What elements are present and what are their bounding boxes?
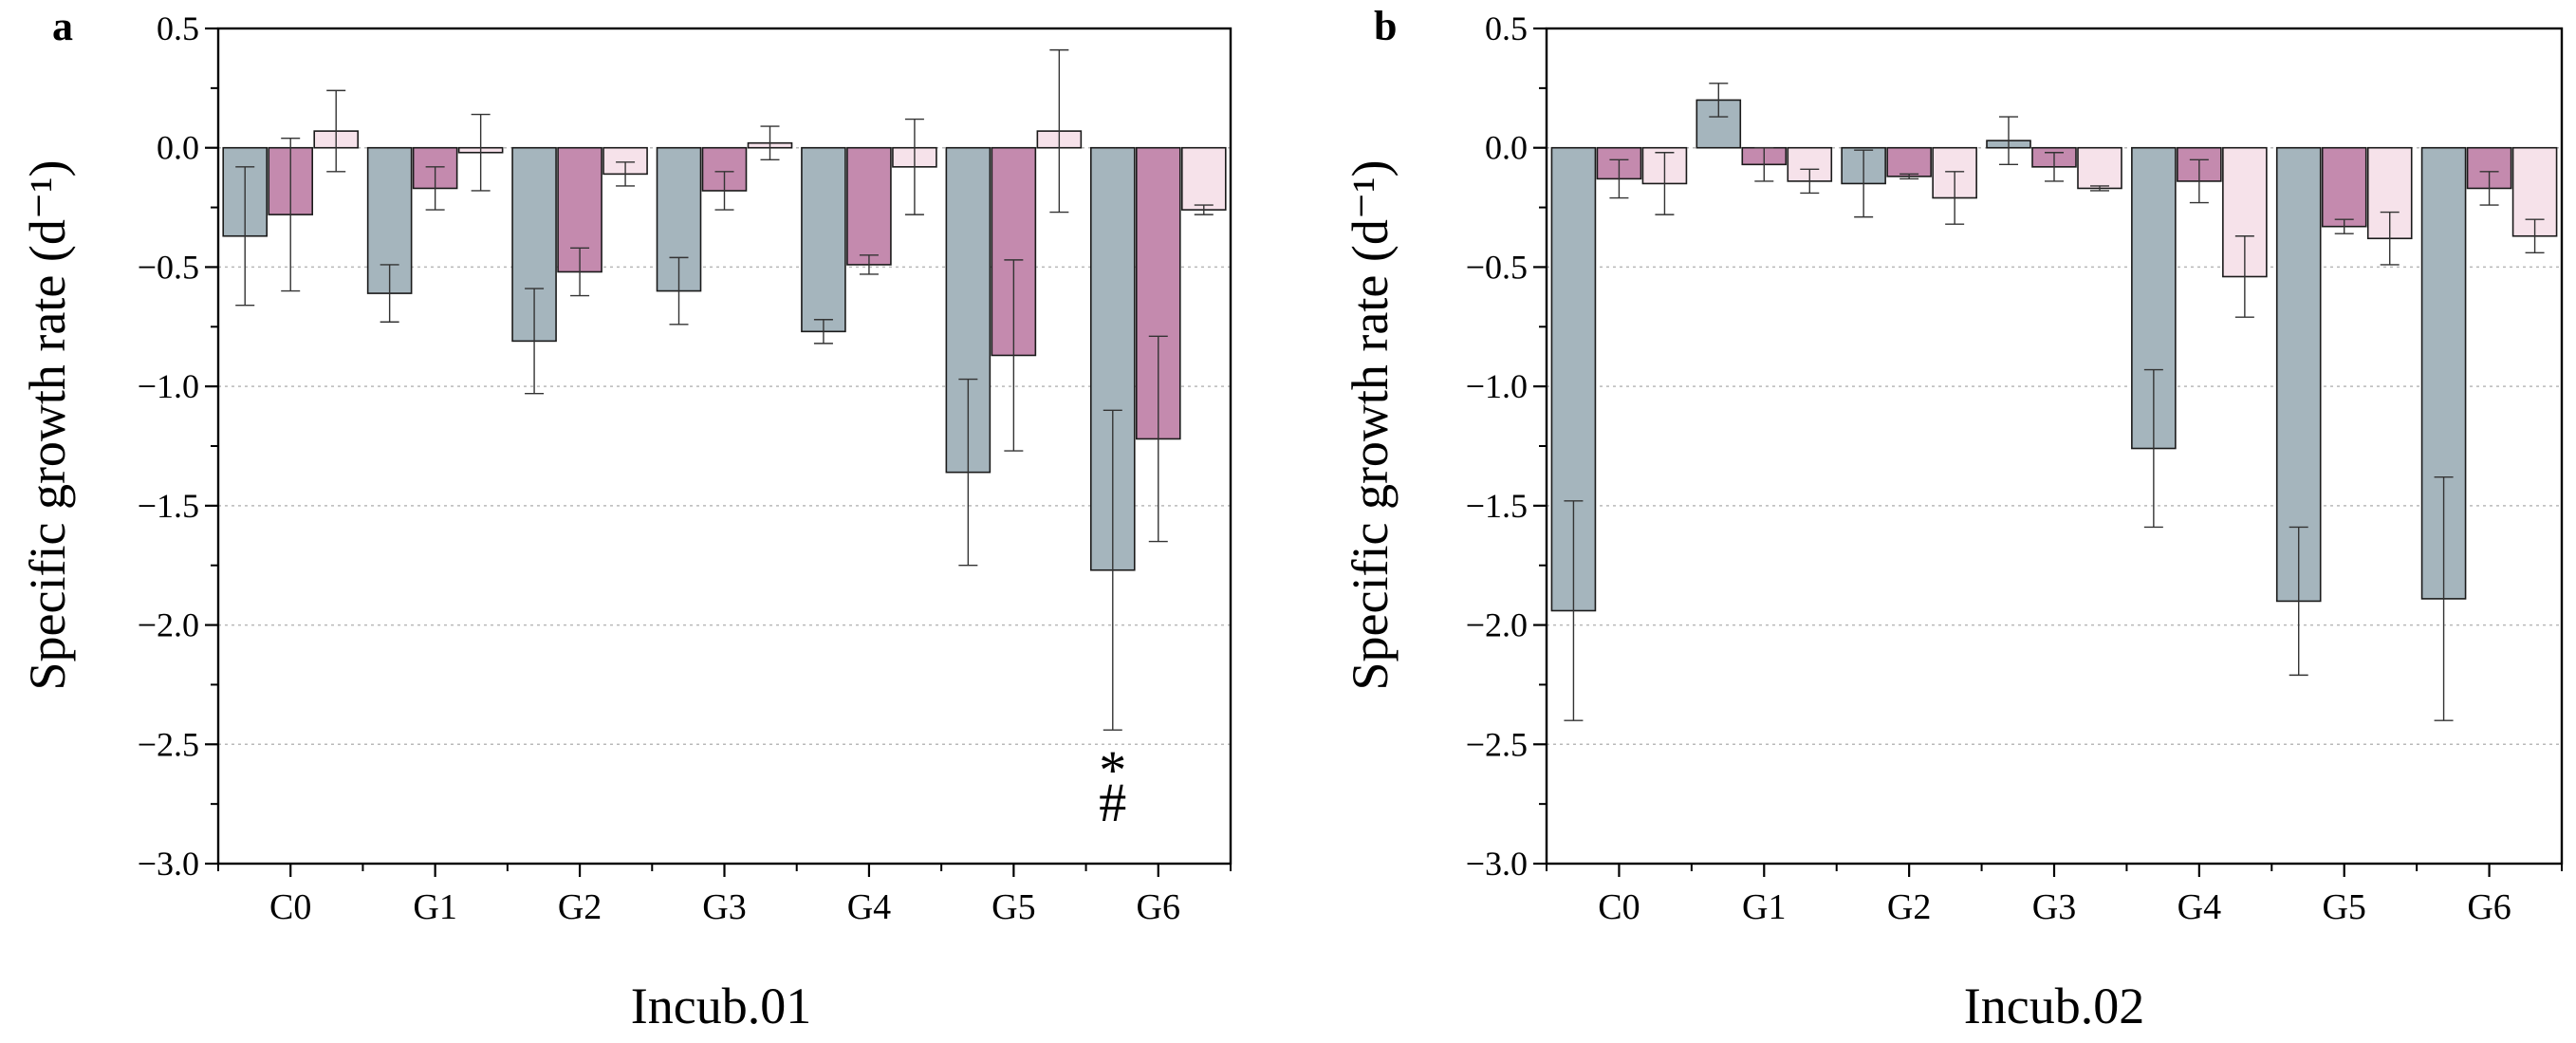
- y-axis-label-b: Specific growth rate (d⁻¹): [1342, 160, 1399, 691]
- panel-letter-a: a: [52, 3, 73, 49]
- x-tick-label-g4: G4: [847, 887, 891, 927]
- x-tick-label-g6: G6: [2467, 887, 2511, 927]
- x-tick-label-g4: G4: [2178, 887, 2221, 927]
- y-tick-label: −3.0: [1466, 845, 1528, 883]
- plot-area-b: 0.5 0.0 −0.5 −1.0 −1.5 −2.0 −2.5 −3.0 C0 G1 G2 G3 G4…: [1466, 9, 2564, 927]
- y-tick-label: −1.5: [138, 487, 199, 525]
- y-tick-label: −2.5: [138, 725, 199, 763]
- bar-s2-g4: [846, 146, 892, 266]
- x-tick-label-c0: C0: [269, 887, 311, 927]
- x-tick-label-g3: G3: [702, 887, 746, 927]
- plot-area-a: 0.5 0.0 −0.5 −1.0 −1.5 −2.0 −2.5 −3.0 C0 G1 G2 G3 G4…: [138, 9, 1232, 927]
- y-tick-label: 0.0: [1485, 129, 1528, 167]
- y-tick-label: −0.5: [138, 248, 199, 286]
- x-tick-label-c0: C0: [1598, 887, 1640, 927]
- x-tick-label-g6: G6: [1137, 887, 1180, 927]
- x-axis-title-a: Incub.01: [631, 978, 811, 1034]
- bar-s3-g6: [1180, 146, 1227, 211]
- x-tick-label-g2: G2: [558, 887, 602, 927]
- y-tick-label: −1.0: [1466, 367, 1528, 405]
- y-tick-label: 0.5: [157, 9, 199, 47]
- y-axis-label-a: Specific growth rate (d⁻¹): [19, 160, 76, 691]
- bar-s2-g2: [1886, 146, 1932, 177]
- y-tick-label: −3.0: [138, 845, 199, 883]
- y-tick-label: −2.0: [1466, 606, 1528, 644]
- bar-s3-g3: [2077, 146, 2122, 190]
- x-tick-label-g1: G1: [1742, 887, 1786, 927]
- annotation-hash: #: [1099, 772, 1126, 833]
- x-tick-label-g1: G1: [413, 887, 456, 927]
- y-tick-label: 0.5: [1485, 9, 1528, 47]
- panel-b: b Specific growth rate (d⁻¹) Incub.02 0.…: [1342, 3, 2564, 1034]
- y-tick-label: −2.0: [138, 606, 199, 644]
- y-tick-label: −0.5: [1466, 248, 1528, 286]
- y-tick-label: −2.5: [1466, 725, 1528, 763]
- bar-s2-g5: [2321, 146, 2367, 228]
- x-tick-label-g5: G5: [991, 887, 1035, 927]
- x-tick-label-g2: G2: [1887, 887, 1931, 927]
- x-tick-label-g5: G5: [2322, 887, 2365, 927]
- y-tick-label: 0.0: [157, 129, 199, 167]
- x-axis-title-b: Incub.02: [1964, 978, 2144, 1034]
- panel-a: a Specific growth rate (d⁻¹) Incub.01 0.…: [19, 3, 1232, 1034]
- y-tick-label: −1.5: [1466, 487, 1528, 525]
- bar-s1-g4: [801, 146, 846, 333]
- y-tick-label: −1.0: [138, 367, 199, 405]
- panel-letter-b: b: [1374, 3, 1397, 49]
- x-tick-label-g3: G3: [2032, 887, 2076, 927]
- annotation-asterisk: *: [1099, 739, 1126, 801]
